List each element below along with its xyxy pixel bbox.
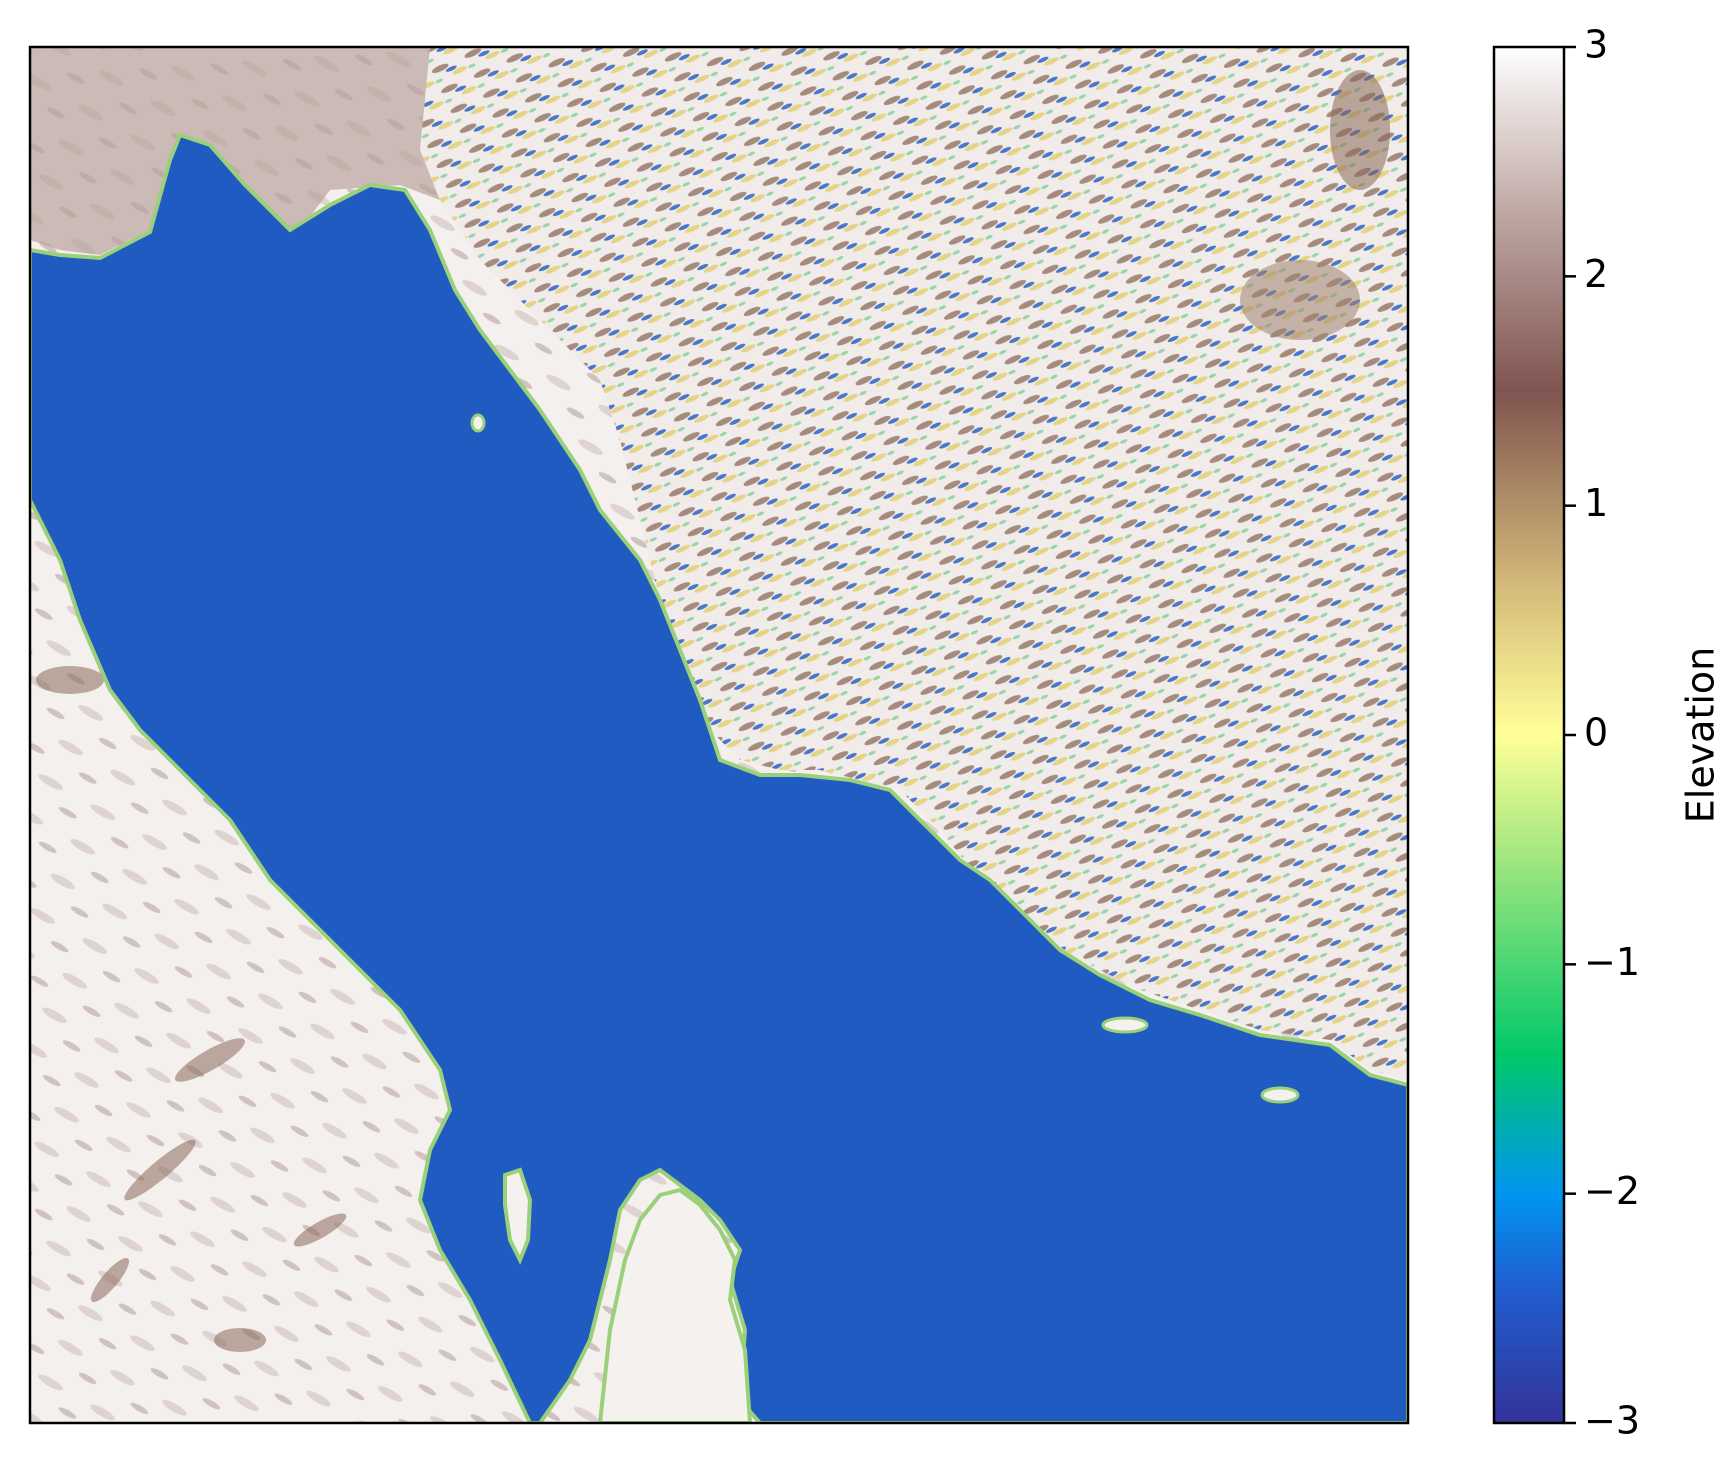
peninsula <box>597 1187 753 1423</box>
north-west-ridge <box>30 47 440 255</box>
colorbar-ticks: 3 2 1 0 −1 −2 −3 <box>1564 23 1640 1443</box>
colorbar-strip <box>1492 45 1566 1425</box>
colorbar-tick-label: −1 <box>1584 940 1640 984</box>
coastal-islets <box>470 413 1300 1104</box>
map-frame <box>28 45 1410 1425</box>
water-body <box>30 132 1408 1423</box>
island <box>503 1167 533 1265</box>
colorbar: 3 2 1 0 −1 −2 −3 Elevation <box>1492 23 1723 1443</box>
desert-patches <box>36 70 1390 1352</box>
colorbar-tick-label: 2 <box>1584 252 1608 296</box>
colorbar-tick-label: 1 <box>1584 481 1608 525</box>
colorbar-label: Elevation <box>1679 647 1723 824</box>
colorbar-tick-label: −2 <box>1584 1169 1640 1213</box>
north-east-highlands <box>420 47 1408 1080</box>
colorbar-tick-label: 0 <box>1584 711 1608 755</box>
colorbar-tick-label: −3 <box>1584 1399 1640 1443</box>
map-panel <box>30 47 1408 1423</box>
colorbar-tick-label: 3 <box>1584 23 1608 67</box>
